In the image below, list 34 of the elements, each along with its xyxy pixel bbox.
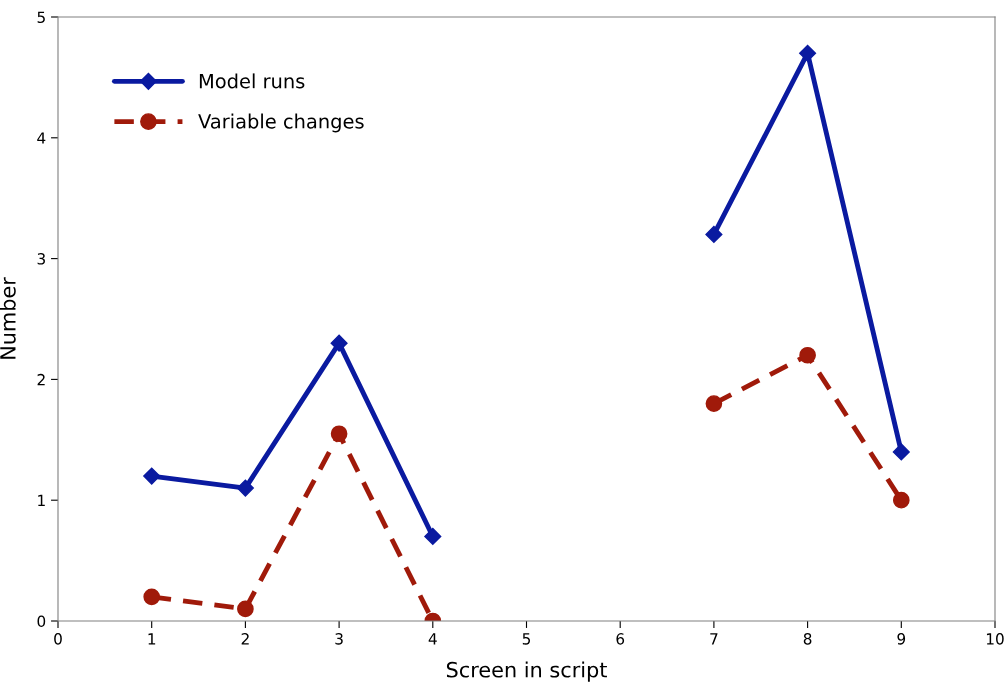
point: [330, 334, 348, 352]
y-tick-label: 1: [38, 494, 45, 506]
point: [424, 527, 442, 545]
x-tick-label: 5: [522, 633, 531, 645]
x-tick-label: 0: [54, 633, 62, 645]
point: [892, 443, 910, 461]
x-tick-label: 8: [803, 633, 812, 645]
point: [236, 479, 254, 497]
x-axis-title: Screen in script: [446, 661, 607, 682]
point: [330, 425, 348, 443]
x-tick-label: 4: [428, 633, 437, 645]
y-tick-label: 3: [37, 253, 45, 265]
point: [705, 395, 723, 412]
legend-label: Model runs: [199, 73, 305, 89]
x-tick-label: 1: [148, 633, 156, 645]
y-tick-label: 2: [37, 373, 45, 386]
point: [143, 467, 161, 485]
legend-label: Variable changes: [198, 113, 364, 133]
x-tick-label: 9: [897, 633, 906, 645]
point: [892, 491, 910, 509]
y-axis-title: Number: [0, 277, 16, 359]
y-tick-label: 5: [37, 11, 45, 24]
point: [799, 44, 817, 62]
point: [143, 588, 161, 606]
y-tick-label: 4: [37, 132, 46, 144]
point: [237, 600, 254, 618]
x-tick-label: 7: [710, 633, 718, 645]
y-tick-label: 0: [37, 615, 46, 628]
x-tick-label: 3: [335, 633, 343, 645]
x-tick-label: 6: [616, 633, 625, 645]
point: [705, 225, 723, 243]
x-tick-label: 10: [986, 633, 1004, 645]
x-tick-label: 2: [241, 633, 249, 645]
point: [799, 346, 816, 364]
